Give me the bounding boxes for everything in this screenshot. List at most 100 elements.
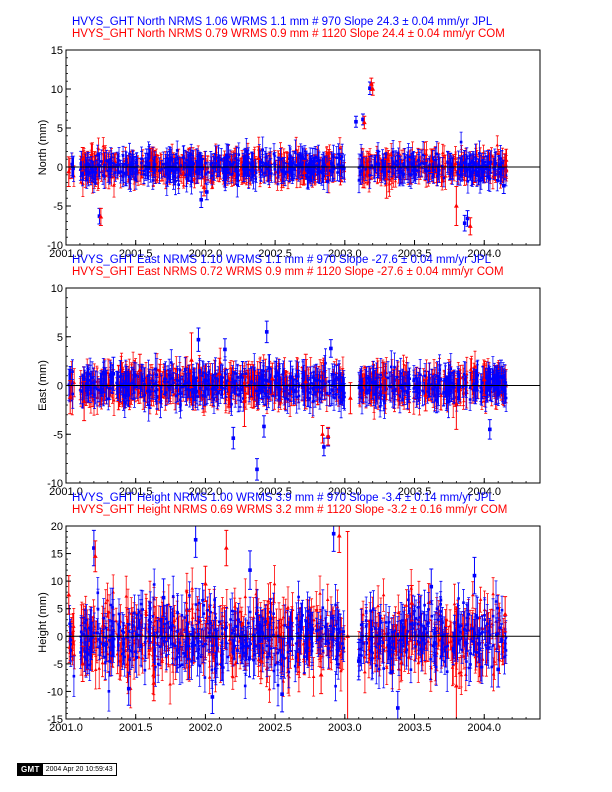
height-title-jpl: HVYS_GHT Height NRMS 1.00 WRMS 3.9 mm # … xyxy=(72,492,495,504)
east-point xyxy=(320,431,325,436)
north-point xyxy=(310,159,315,164)
height-point xyxy=(210,695,215,699)
height-point xyxy=(193,537,198,542)
height-point xyxy=(336,533,342,538)
height-x-tick-label: 2001.5 xyxy=(119,722,153,734)
east-point xyxy=(81,398,87,403)
north-point xyxy=(201,184,207,189)
north-point xyxy=(368,86,372,91)
east-x-tick-label: 2004.0 xyxy=(467,486,501,498)
north-point xyxy=(98,214,104,219)
gmt-timestamp-stamp: GMT 2004 Apr 20 10:59:43 xyxy=(17,763,117,776)
north-title-jpl: HVYS_GHT North NRMS 1.06 WRMS 1.1 mm # 9… xyxy=(72,16,493,28)
north-y-tick-label: -10 xyxy=(47,240,63,252)
gmt-logo: GMT xyxy=(18,764,43,775)
height-y-tick-label: 5 xyxy=(57,604,63,616)
east-point xyxy=(111,372,116,376)
north-point xyxy=(486,161,491,165)
north-x-tick-label: 2001.5 xyxy=(119,248,153,260)
north-texture-markers xyxy=(70,140,508,187)
east-point xyxy=(242,398,247,403)
north-data-layer xyxy=(66,77,509,236)
north-point xyxy=(145,160,149,165)
east-x-tick-label: 2001.0 xyxy=(49,486,83,498)
east-texture-markers xyxy=(69,360,509,405)
east-point xyxy=(481,377,487,382)
height-point xyxy=(66,592,72,597)
height-title-com: HVYS_GHT Height NRMS 0.69 WRMS 3.2 mm # … xyxy=(72,504,507,516)
east-point xyxy=(269,376,275,381)
height-y-tick-label: 15 xyxy=(51,549,63,561)
height-panel: HVYS_GHT Height NRMS 1.00 WRMS 3.9 mm # … xyxy=(37,492,541,734)
height-y-tick-label: 20 xyxy=(51,521,63,533)
north-title-com: HVYS_GHT North NRMS 0.79 WRMS 0.9 mm # 1… xyxy=(72,28,505,40)
east-x-tick-label: 2003.5 xyxy=(398,486,432,498)
east-point xyxy=(303,379,309,384)
east-y-tick-label: 0 xyxy=(57,381,63,393)
north-point xyxy=(255,155,261,161)
east-x-tick-label: 2002.5 xyxy=(258,486,292,498)
height-data-layer xyxy=(66,526,508,719)
height-x-tick-label: 2002.0 xyxy=(189,722,223,734)
height-point xyxy=(496,667,500,672)
east-point xyxy=(203,378,208,383)
east-point xyxy=(255,467,259,472)
north-x-tick-label: 2001.0 xyxy=(49,248,83,260)
east-point xyxy=(264,330,269,334)
north-x-tick-label: 2003.5 xyxy=(398,248,432,260)
north-point xyxy=(199,197,204,202)
height-point xyxy=(223,545,229,550)
east-point xyxy=(348,395,353,400)
east-point xyxy=(405,390,410,395)
north-point xyxy=(467,223,473,228)
height-point xyxy=(92,553,98,558)
north-panel: HVYS_GHT North NRMS 1.06 WRMS 1.1 mm # 9… xyxy=(37,16,541,260)
height-point xyxy=(248,568,252,572)
east-y-tick-label: 5 xyxy=(57,332,63,344)
east-data-layer xyxy=(67,320,509,481)
north-point xyxy=(148,157,154,162)
east-point xyxy=(325,433,331,438)
north-point xyxy=(430,162,435,166)
height-x-tick-label: 2004.0 xyxy=(467,722,501,734)
east-point xyxy=(423,392,429,397)
east-point xyxy=(499,374,503,379)
height-point xyxy=(80,661,86,666)
north-point xyxy=(79,162,84,166)
height-point xyxy=(203,581,208,586)
north-point xyxy=(501,183,506,188)
height-y-tick-label: 10 xyxy=(51,576,63,588)
east-point xyxy=(216,371,222,376)
north-x-tick-label: 2002.0 xyxy=(189,248,223,260)
north-y-tick-label: 10 xyxy=(51,84,63,96)
north-y-tick-label: -5 xyxy=(53,201,63,213)
north-point xyxy=(245,161,250,165)
height-series-jpl xyxy=(91,526,501,719)
north-point xyxy=(453,203,459,208)
height-series-com xyxy=(66,526,508,719)
east-point xyxy=(453,401,459,406)
height-point xyxy=(161,595,166,600)
height-point xyxy=(472,573,477,578)
height-point xyxy=(151,680,157,685)
height-y-tick-label: -5 xyxy=(53,659,63,671)
east-point xyxy=(288,375,293,380)
east-point xyxy=(189,357,194,362)
east-title-jpl: HVYS_GHT East NRMS 1.10 WRMS 1.1 mm # 97… xyxy=(72,254,492,266)
east-x-tick-label: 2003.0 xyxy=(328,486,362,498)
height-point xyxy=(396,706,400,710)
north-point xyxy=(301,169,307,175)
height-y-tick-label: -15 xyxy=(47,714,63,726)
east-texture-markers xyxy=(67,361,508,408)
height-x-tick-label: 2001.0 xyxy=(49,722,83,734)
east-point xyxy=(370,380,375,385)
east-point xyxy=(488,427,492,432)
east-point xyxy=(223,347,227,352)
east-point xyxy=(322,445,326,449)
east-x-tick-label: 2001.5 xyxy=(119,486,153,498)
east-point xyxy=(329,346,333,351)
north-point xyxy=(376,162,381,167)
east-y-axis-label: East (mm) xyxy=(37,360,49,411)
east-point xyxy=(443,377,447,382)
